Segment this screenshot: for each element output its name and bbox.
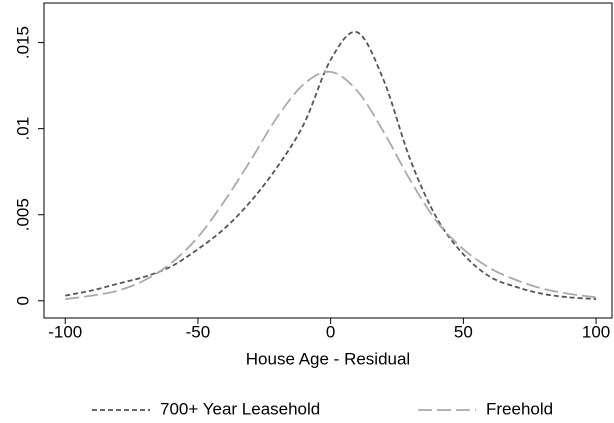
legend-label: Freehold [486,399,553,418]
y-tick-label: .01 [13,117,32,141]
legend-label: 700+ Year Leasehold [160,399,320,418]
plot-frame [43,2,613,319]
y-tick-label: .005 [13,198,32,231]
density-line [65,70,597,300]
x-tick-label: 0 [326,322,335,341]
x-axis-label: House Age - Residual [246,349,410,368]
x-tick-label: -100 [48,322,82,341]
y-tick-label: 0 [13,296,32,305]
x-tick-label: -50 [186,322,211,341]
density-line [65,30,597,300]
x-tick-label: 100 [582,322,610,341]
x-tick-label: 50 [454,322,473,341]
y-tick-label: .015 [13,26,32,59]
